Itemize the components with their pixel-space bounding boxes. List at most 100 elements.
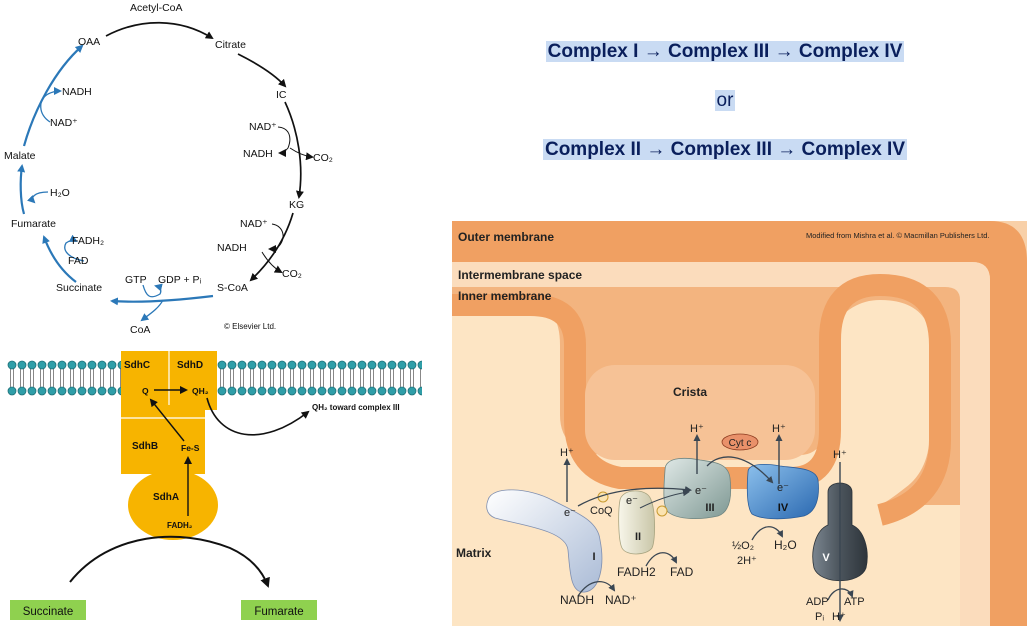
arrow-electron-ii-to-iii xyxy=(639,489,690,509)
kg-label: KG xyxy=(289,199,304,211)
h-plus-complex-i: H⁺ xyxy=(560,447,574,459)
arrow-qh2-to-complex-iii xyxy=(206,397,310,436)
sdhb-label: SdhB xyxy=(132,441,158,452)
qh2-toward-complex-iii: QH₂ toward complex III xyxy=(312,403,400,412)
arrow-fad-to-fadh2 xyxy=(64,234,85,262)
complex-iii-label: III xyxy=(705,502,714,514)
complex-iv-label: IV xyxy=(778,502,789,514)
two-h-plus-label: 2H⁺ xyxy=(737,555,757,567)
gdp-pi-label: GDP + Pᵢ xyxy=(158,274,202,286)
outer-membrane-label: Outer membrane xyxy=(458,230,554,244)
succinate-label: Succinate xyxy=(56,282,102,294)
nad-kg-label: NAD⁺ xyxy=(240,218,268,230)
nadh-mal-label: NADH xyxy=(62,86,92,98)
electron-label-ii: e⁻ xyxy=(626,495,638,507)
inner-membrane-label: Inner membrane xyxy=(458,289,552,303)
outer-membrane-band xyxy=(452,221,1027,626)
arrow-co2-kg xyxy=(261,251,283,273)
mishra-credit: Modified from Mishra et al. © Macmillan … xyxy=(806,231,990,240)
sequence-or: or xyxy=(505,90,945,112)
electron-label-iii: e⁻ xyxy=(695,485,707,497)
crista-label: Crista xyxy=(673,385,707,399)
matrix-label: Matrix xyxy=(456,546,492,560)
nadh-label: NADH xyxy=(560,593,594,607)
atp-label: ATP xyxy=(844,596,865,608)
coq-dot-2 xyxy=(656,505,668,517)
succinate-dehydrogenase-diagram: SdhC SdhD Q QH₂ SdhB Fe-S SdhA FADH₂ QH₂… xyxy=(7,351,422,620)
complex-i-label: I xyxy=(592,551,595,563)
electron-label-i: e⁻ xyxy=(564,507,576,519)
coa-label: CoA xyxy=(130,324,150,336)
mito-fad-label: FAD xyxy=(670,565,694,579)
fadh2-label: FADH₂ xyxy=(72,235,104,247)
ic-label: IC xyxy=(276,89,287,101)
mito-fadh2-label: FADH2 xyxy=(617,565,656,579)
sdh-complex-body xyxy=(121,351,217,474)
arrow-fes-to-q xyxy=(149,398,185,442)
pi-label: Pᵢ xyxy=(815,611,824,623)
sequence-or-text: or xyxy=(714,90,736,111)
half-o2-label: ½O₂ xyxy=(732,540,754,552)
oaa-label: OAA xyxy=(78,36,100,48)
arrow-kg-to-scoa xyxy=(249,212,294,282)
sequence-line-1-text: Complex I → Complex III → Complex IV xyxy=(545,41,905,62)
qh2-label: QH₂ xyxy=(192,386,209,396)
complex-ii-label: II xyxy=(635,531,641,543)
acetyl-coa-label: Acetyl-CoA xyxy=(130,2,183,14)
fumarate-box-label: Fumarate xyxy=(254,606,303,618)
sequence-line-2: Complex II → Complex III → Complex IV xyxy=(505,139,945,161)
gtp-label: GTP xyxy=(125,274,147,286)
citrate-label: Citrate xyxy=(215,39,246,51)
succinate-box-label: Succinate xyxy=(23,606,74,618)
inner-membrane-cristae xyxy=(452,273,951,526)
arrow-nad-to-nadh-mal xyxy=(40,87,62,123)
h2o-label: H₂O xyxy=(50,187,70,199)
h-plus-complex-v-bottom: H⁺ xyxy=(832,611,846,623)
arrow-fadh2-to-fad xyxy=(645,552,677,567)
arrow-succinate-to-fumarate xyxy=(42,235,77,283)
arrow-o2-to-h2o xyxy=(751,526,783,541)
arrow-scoa-to-succinate xyxy=(110,294,214,306)
mitochondrion-diagram: Outer membrane Intermembrane space Inner… xyxy=(452,221,1027,626)
succinate-box xyxy=(10,600,86,620)
krebs-cycle-diagram: Acetyl-CoA OAA Citrate IC NAD⁺ NADH CO₂ … xyxy=(4,2,333,336)
co2-kg-label: CO₂ xyxy=(282,268,302,280)
cyt-c-label: Cyt c xyxy=(729,438,752,449)
nad-ic-label: NAD⁺ xyxy=(249,121,277,133)
complex-ii xyxy=(618,490,656,555)
fumarate-box xyxy=(241,600,317,620)
complex-iv xyxy=(746,463,819,520)
sdh-fadh2-label: FADH₂ xyxy=(167,521,193,530)
arrow-ic-to-kg xyxy=(284,101,304,199)
arrow-electron-iii-to-iv xyxy=(706,456,774,484)
co2-ic-label: CO₂ xyxy=(313,152,333,164)
nadh-ic-label: NADH xyxy=(243,148,273,160)
malate-label: Malate xyxy=(4,150,36,162)
h-plus-complex-iii: H⁺ xyxy=(690,423,704,435)
fumarate-label: Fumarate xyxy=(11,218,56,230)
cytochrome-c xyxy=(721,433,759,451)
sequence-line-1: Complex I → Complex III → Complex IV xyxy=(505,41,945,63)
arrow-succinate-to-fumarate-sdh xyxy=(69,535,270,588)
h-plus-complex-v-top: H⁺ xyxy=(833,449,847,461)
sdha-subunit xyxy=(128,470,218,540)
q-label: Q xyxy=(142,386,149,396)
sdhd-label: SdhD xyxy=(177,360,203,371)
arrow-h2o xyxy=(26,191,49,204)
coq-label: CoQ xyxy=(590,505,613,517)
arrow-oaa-to-citrate xyxy=(105,21,214,40)
electron-label-iv: e⁻ xyxy=(777,482,789,494)
adp-label: ADP xyxy=(806,596,829,608)
arrow-adp-to-atp xyxy=(827,588,854,601)
scoa-label: S-CoA xyxy=(217,282,248,294)
arrow-malate-to-oaa xyxy=(22,44,84,147)
mito-h2o-label: H₂O xyxy=(774,538,797,552)
arrow-fumarate-to-malate xyxy=(17,164,26,215)
arrow-electron-i-to-iii xyxy=(577,486,692,507)
arrow-citrate-to-ic xyxy=(237,53,287,88)
arrow-nad-to-nadh-ic xyxy=(277,126,291,157)
crista-lumen xyxy=(585,365,815,460)
arrow-co2-ic xyxy=(289,147,314,161)
nad-plus-label: NAD⁺ xyxy=(605,593,637,607)
